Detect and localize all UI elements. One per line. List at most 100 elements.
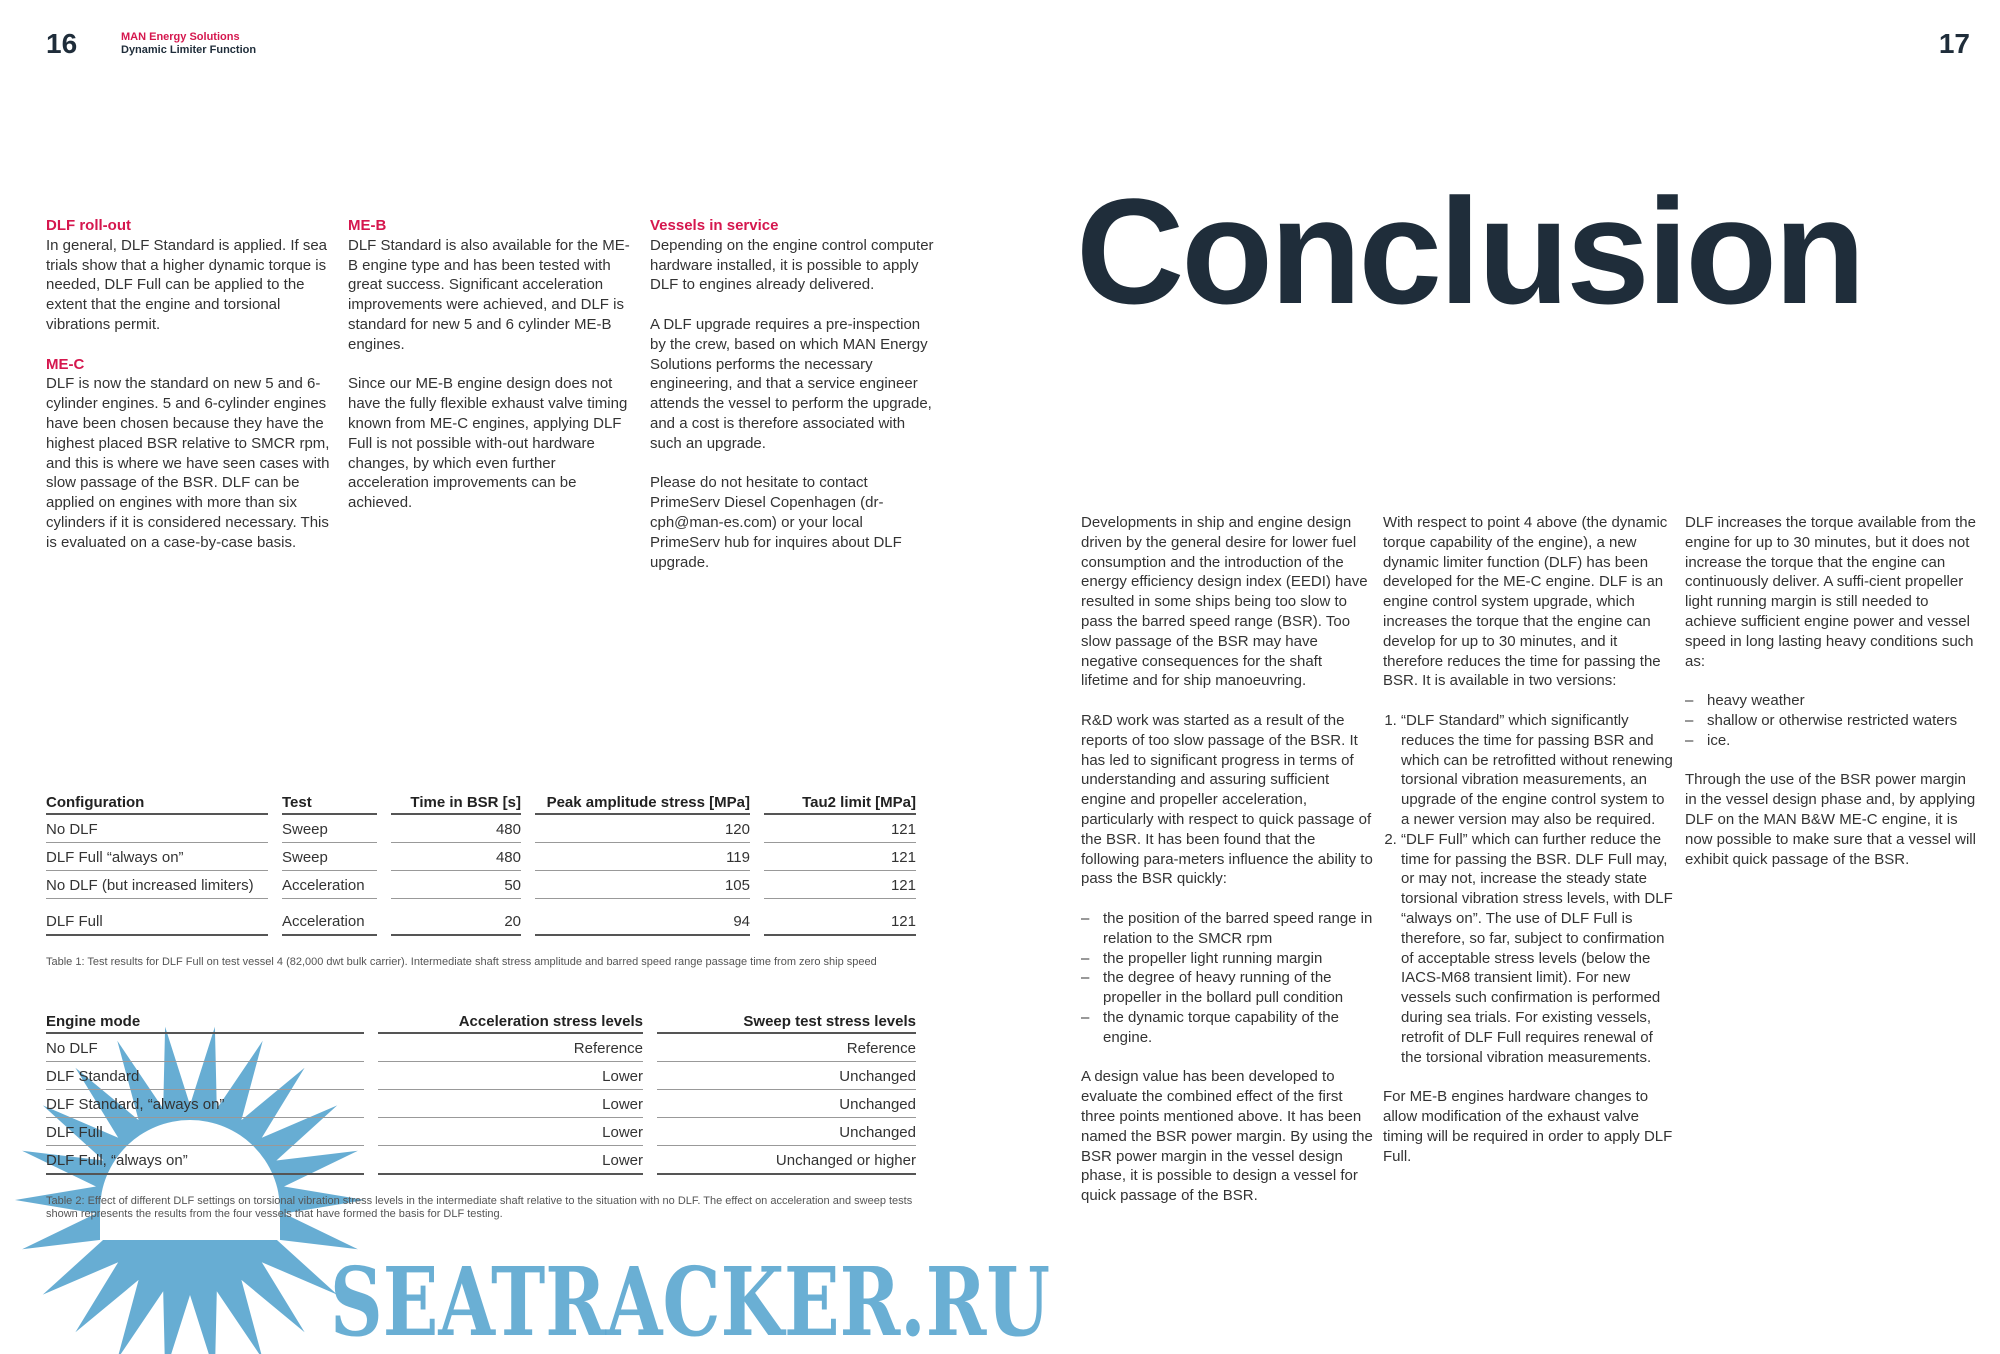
table-cell: 119 bbox=[535, 843, 750, 871]
bullet-list: heavy weather shallow or otherwise restr… bbox=[1685, 691, 1977, 750]
paragraph: In general, DLF Standard is applied. If … bbox=[46, 236, 328, 333]
table-row: DLF Full Lower Unchanged bbox=[46, 1118, 916, 1146]
paragraph: Depending on the engine control computer… bbox=[650, 236, 934, 294]
table-row: No DLF Sweep 480 120 121 bbox=[46, 815, 916, 843]
table-cell: Unchanged or higher bbox=[657, 1146, 916, 1175]
table-1: Configuration Test Time in BSR [s] Peak … bbox=[32, 790, 930, 936]
bullet-list: the position of the barred speed range i… bbox=[1081, 909, 1373, 1048]
watermark-text: SEATRACKER.RU bbox=[330, 1247, 1050, 1354]
tables-block: Configuration Test Time in BSR [s] Peak … bbox=[46, 790, 930, 1221]
list-item: the degree of heavy running of the prope… bbox=[1081, 968, 1373, 1008]
table-2: Engine mode Acceleration stress levels S… bbox=[32, 1009, 930, 1175]
column-header: Configuration bbox=[46, 790, 268, 815]
list-item: the dynamic torque capability of the eng… bbox=[1081, 1008, 1373, 1048]
table-cell: 121 bbox=[764, 815, 916, 843]
paragraph: R&D work was started as a result of the … bbox=[1081, 711, 1373, 888]
table-1-caption: Table 1: Test results for DLF Full on te… bbox=[46, 956, 877, 968]
table-cell: 121 bbox=[764, 871, 916, 899]
section-heading: ME-B bbox=[348, 217, 387, 234]
column-header: Peak amplitude stress [MPa] bbox=[535, 790, 750, 815]
list-item: “DLF Full” which can further reduce the … bbox=[1401, 830, 1675, 1068]
table-cell: Unchanged bbox=[657, 1090, 916, 1118]
table-row: DLF Standard, “always on” Lower Unchanged bbox=[46, 1090, 916, 1118]
table-cell: 480 bbox=[391, 843, 521, 871]
table-cell: Lower bbox=[378, 1118, 643, 1146]
paragraph: Through the use of the BSR power margin … bbox=[1685, 771, 1976, 868]
table-cell: DLF Standard, “always on” bbox=[46, 1090, 364, 1118]
table-row: DLF Full, “always on” Lower Unchanged or h… bbox=[46, 1146, 916, 1175]
column-1: DLF roll-out In general, DLF Standard is… bbox=[46, 216, 331, 572]
table-cell: Acceleration bbox=[282, 871, 377, 899]
table-cell: Lower bbox=[378, 1090, 643, 1118]
column-header: Acceleration stress levels bbox=[378, 1009, 643, 1034]
table-cell: Unchanged bbox=[657, 1062, 916, 1090]
table-cell: No DLF bbox=[46, 1034, 364, 1062]
list-item: the position of the barred speed range i… bbox=[1081, 909, 1373, 949]
paragraph: Developments in ship and engine design d… bbox=[1081, 514, 1368, 690]
table-cell: No DLF (but increased limiters) bbox=[46, 871, 268, 899]
table-row: DLF Full “always on” Sweep 480 119 121 bbox=[46, 843, 916, 871]
brand-name: MAN Energy Solutions bbox=[121, 31, 240, 43]
list-item: “DLF Standard” which significantly reduc… bbox=[1401, 711, 1675, 830]
table-cell: No DLF bbox=[46, 815, 268, 843]
paragraph: For ME-B engines hardware changes to all… bbox=[1383, 1088, 1673, 1165]
table-row: No DLF Reference Reference bbox=[46, 1034, 916, 1062]
table-cell: 50 bbox=[391, 871, 521, 899]
page-number-right: 17 bbox=[1938, 28, 1970, 59]
conclusion-column-1: Developments in ship and engine design d… bbox=[1081, 513, 1373, 1226]
numbered-list: “DLF Standard” which significantly reduc… bbox=[1383, 711, 1675, 1067]
paragraph: DLF increases the torque available from … bbox=[1685, 514, 1976, 670]
table-cell: 121 bbox=[764, 899, 916, 936]
document-title: Dynamic Limiter Function bbox=[121, 44, 257, 56]
conclusion-column-2: With respect to point 4 above (the dynam… bbox=[1383, 513, 1675, 1186]
paragraph: Please do not hesitate to contact PrimeS… bbox=[650, 474, 902, 571]
column-header: Engine mode bbox=[46, 1009, 364, 1034]
table-cell: Acceleration bbox=[282, 899, 377, 936]
table-row: DLF Full Acceleration 20 94 121 bbox=[46, 899, 916, 936]
column-header: Time in BSR [s] bbox=[391, 790, 521, 815]
list-item: shallow or otherwise restricted waters bbox=[1685, 711, 1977, 731]
table-cell: 105 bbox=[535, 871, 750, 899]
list-item: the propeller light running margin bbox=[1081, 949, 1373, 969]
section-heading: DLF roll-out bbox=[46, 217, 131, 234]
paragraph: A DLF upgrade requires a pre-inspection … bbox=[650, 315, 932, 452]
running-header: MAN Energy Solutions Dynamic Limiter Fun… bbox=[121, 31, 256, 57]
column-header: Tau2 limit [MPa] bbox=[764, 790, 916, 815]
table-cell: Reference bbox=[378, 1034, 643, 1062]
table-cell: Unchanged bbox=[657, 1118, 916, 1146]
table-cell: Lower bbox=[378, 1062, 643, 1090]
table-cell: 94 bbox=[535, 899, 750, 936]
table-cell: Reference bbox=[657, 1034, 916, 1062]
table-cell: Lower bbox=[378, 1146, 643, 1175]
table-row: No DLF (but increased limiters) Accelerat… bbox=[46, 871, 916, 899]
table-cell: 121 bbox=[764, 843, 916, 871]
table-cell: Sweep bbox=[282, 843, 377, 871]
table-cell: DLF Full “always on” bbox=[46, 843, 268, 871]
paragraph: A design value has been developed to eva… bbox=[1081, 1068, 1373, 1205]
section-heading: Vessels in service bbox=[650, 217, 779, 234]
table-cell: DLF Full bbox=[46, 899, 268, 936]
page-title: Conclusion bbox=[1076, 167, 1866, 335]
table-row: DLF Standard Lower Unchanged bbox=[46, 1062, 916, 1090]
column-3: Vessels in service Depending on the engi… bbox=[650, 216, 935, 592]
table-cell: DLF Full, “always on” bbox=[46, 1146, 364, 1175]
table-cell: DLF Standard bbox=[46, 1062, 364, 1090]
paragraph: Since our ME-B engine design does not ha… bbox=[348, 375, 628, 512]
table-cell: Sweep bbox=[282, 815, 377, 843]
list-item: heavy weather bbox=[1685, 691, 1977, 711]
list-item: ice. bbox=[1685, 731, 1977, 751]
table-2-caption: Table 2: Effect of different DLF setting… bbox=[46, 1195, 913, 1220]
table-cell: 480 bbox=[391, 815, 521, 843]
paragraph: DLF Standard is also available for the M… bbox=[348, 236, 630, 353]
section-heading: ME-C bbox=[46, 355, 85, 373]
table-cell: DLF Full bbox=[46, 1118, 364, 1146]
table-cell: 20 bbox=[391, 899, 521, 936]
column-header: Sweep test stress levels bbox=[657, 1009, 916, 1034]
page-number-left: 16 bbox=[46, 28, 78, 59]
conclusion-column-3: DLF increases the torque available from … bbox=[1685, 513, 1977, 889]
paragraph: DLF is now the standard on new 5 and 6-c… bbox=[46, 375, 330, 551]
table-cell: 120 bbox=[535, 815, 750, 843]
column-2: ME-B DLF Standard is also available for … bbox=[348, 216, 633, 533]
column-header: Test bbox=[282, 790, 377, 815]
paragraph: With respect to point 4 above (the dynam… bbox=[1383, 514, 1668, 690]
